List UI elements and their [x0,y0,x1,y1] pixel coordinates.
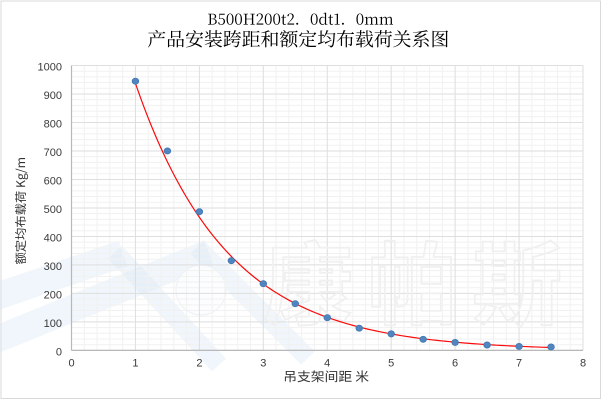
svg-text:1000: 1000 [38,61,62,73]
svg-text:600: 600 [44,175,62,187]
svg-text:6: 6 [452,357,458,369]
svg-text:4: 4 [324,357,330,369]
svg-text:400: 400 [44,232,62,244]
svg-text:800: 800 [44,118,62,130]
svg-text:3: 3 [260,357,266,369]
svg-text:700: 700 [44,147,62,159]
svg-text:2: 2 [196,357,202,369]
svg-text:5: 5 [388,357,394,369]
svg-text:500: 500 [44,204,62,216]
svg-text:200: 200 [44,289,62,301]
svg-text:8: 8 [580,357,586,369]
svg-text:300: 300 [44,261,62,273]
svg-text:0: 0 [56,346,62,358]
svg-text:1: 1 [132,357,138,369]
svg-text:100: 100 [44,318,62,330]
svg-text:7: 7 [516,357,522,369]
svg-text:0: 0 [68,357,74,369]
svg-text:900: 900 [44,90,62,102]
